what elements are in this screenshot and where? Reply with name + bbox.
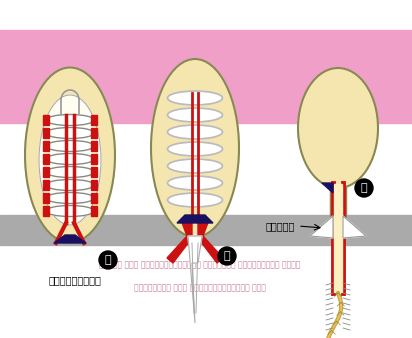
Ellipse shape: [39, 95, 101, 225]
Ellipse shape: [151, 59, 239, 237]
Text: ২: ২: [224, 251, 230, 261]
Bar: [91, 180, 97, 190]
Polygon shape: [54, 235, 86, 243]
Ellipse shape: [25, 68, 115, 242]
Bar: [91, 193, 97, 203]
Text: ১: ১: [105, 255, 111, 265]
Ellipse shape: [168, 193, 222, 207]
Bar: [0, 30, 412, 123]
Ellipse shape: [46, 127, 94, 139]
Ellipse shape: [46, 115, 94, 125]
Ellipse shape: [46, 179, 94, 191]
Bar: [91, 206, 97, 216]
Polygon shape: [343, 216, 366, 238]
Ellipse shape: [46, 193, 94, 203]
Ellipse shape: [46, 206, 94, 217]
Polygon shape: [198, 216, 223, 263]
Ellipse shape: [46, 167, 94, 177]
Circle shape: [355, 179, 373, 197]
Bar: [0, 215, 412, 245]
Bar: [43, 180, 49, 190]
Bar: [43, 128, 49, 138]
Bar: [43, 193, 49, 203]
Bar: [91, 128, 97, 138]
Ellipse shape: [168, 125, 222, 139]
Ellipse shape: [168, 142, 222, 156]
Polygon shape: [322, 183, 333, 193]
Text: বার্ব: বার্ব: [265, 221, 295, 231]
Ellipse shape: [168, 108, 222, 122]
Polygon shape: [188, 236, 202, 323]
Circle shape: [218, 247, 236, 265]
Bar: [43, 141, 49, 151]
Bar: [338, 186, 346, 221]
Ellipse shape: [46, 141, 94, 151]
Ellipse shape: [168, 159, 222, 173]
Bar: [43, 167, 49, 177]
Bar: [43, 115, 49, 125]
Ellipse shape: [46, 153, 94, 165]
Ellipse shape: [168, 176, 222, 190]
Polygon shape: [310, 216, 333, 238]
Bar: [43, 154, 49, 164]
Ellipse shape: [298, 68, 378, 188]
Bar: [43, 206, 49, 216]
Text: অপারকুলাম: অপারকুলাম: [49, 275, 101, 285]
Bar: [330, 186, 338, 221]
Bar: [91, 141, 97, 151]
Polygon shape: [177, 215, 213, 223]
Text: ব্যাখ্যা দাও নেমাটোসিস্টের সাত: ব্যাখ্যা দাও নেমাটোসিস্টের সাত: [134, 284, 266, 292]
Polygon shape: [167, 216, 192, 263]
Bar: [91, 154, 97, 164]
Circle shape: [99, 251, 117, 269]
Ellipse shape: [168, 91, 222, 105]
Bar: [91, 115, 97, 125]
Text: চিত্র ১২। নেমাটোসিস্টের সূত্রাক নিক্ষেপের কৌশল: চিত্র ১২। নেমাটোসিস্টের সূত্রাক নিক্ষেপে…: [99, 261, 301, 269]
Bar: [91, 167, 97, 177]
Bar: [334, 184, 342, 292]
Text: ৩: ৩: [360, 183, 368, 193]
